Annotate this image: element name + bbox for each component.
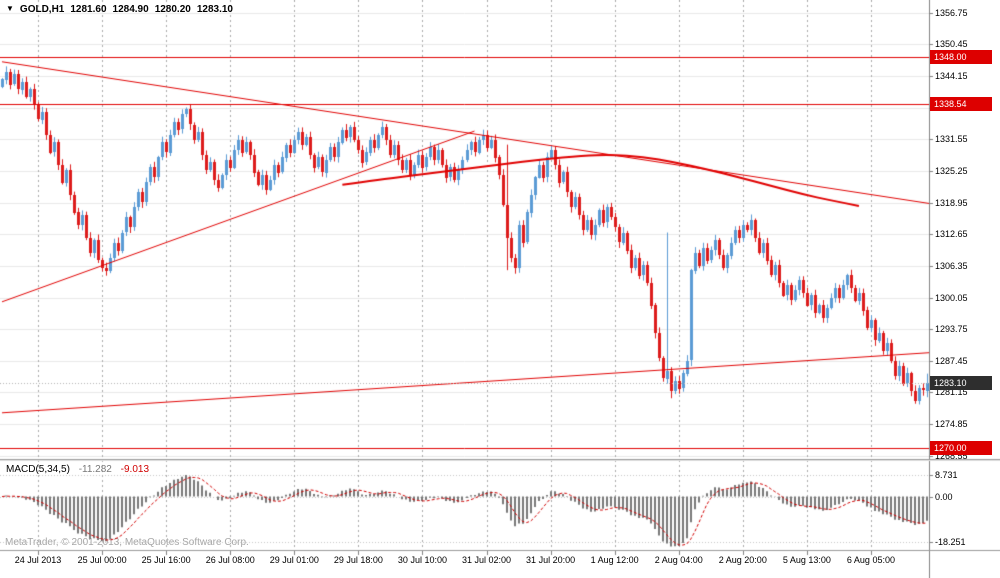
macd-value: -11.282 (78, 464, 112, 475)
panel-splitter[interactable] (0, 457, 1000, 463)
price-axis-label: 1344.15 (935, 71, 968, 82)
time-axis-label: 2 Aug 20:00 (718, 555, 767, 565)
macd-indicator-caption: MACD(5,34,5) -11.282 -9.013 (6, 464, 149, 475)
price-axis-label: 1318.95 (935, 197, 968, 208)
price-axis-label: 1293.75 (935, 324, 968, 335)
symbol-marker-icon: ▼ (6, 3, 14, 13)
quote-line: ▼ GOLD,H1 1281.60 1284.90 1280.20 1283.1… (6, 4, 233, 15)
time-axis[interactable]: 24 Jul 2013 25 Jul 00:00 25 Jul 16:00 26 Ju… (0, 551, 929, 578)
price-tag-1283.10: 1283.10 (930, 375, 992, 390)
quote-open: 1281.60 (70, 4, 107, 15)
time-axis-label: 30 Jul 10:00 (397, 555, 447, 565)
price-axis-label: 1306.35 (935, 260, 968, 271)
time-axis-label: 25 Jul 16:00 (141, 555, 191, 565)
macd-signal-value: -9.013 (120, 464, 150, 475)
quote-close: 1283.10 (196, 4, 233, 15)
macd-axis-label: 0.00 (935, 491, 953, 502)
time-axis-label: 24 Jul 2013 (14, 555, 62, 565)
quote-low: 1280.20 (154, 4, 191, 15)
price-axis-label: 1274.85 (935, 419, 968, 430)
price-axis-label: 1268.55 (935, 450, 968, 461)
time-axis-label: 2 Aug 04:00 (654, 555, 703, 565)
time-axis-label: 31 Jul 20:00 (526, 555, 576, 565)
time-axis-label: 31 Jul 02:00 (461, 555, 512, 565)
price-axis-label: 1281.15 (935, 387, 968, 398)
time-axis-label: 29 Jul 18:00 (333, 555, 383, 565)
time-axis-label: 26 Jul 08:00 (205, 555, 255, 565)
price-axis[interactable]: 1356.751350.451344.151337.851331.551325.… (929, 0, 1000, 551)
time-axis-label: 29 Jul 01:00 (269, 555, 319, 565)
price-axis-label: 1325.25 (935, 165, 968, 176)
time-axis-label: 5 Aug 13:00 (782, 555, 831, 565)
macd-name: MACD(5,34,5) (6, 464, 70, 475)
price-tag-1270.00: 1270.00 (930, 441, 992, 456)
symbol-timeframe-label: GOLD,H1 (19, 4, 65, 15)
price-tag-1348.00: 1348.00 (930, 49, 992, 64)
macd-axis-label: 8.731 (935, 469, 958, 480)
price-axis-label: 1356.75 (935, 7, 968, 18)
time-axis-label: 1 Aug 12:00 (590, 555, 639, 565)
macd-axis-label: -18.251 (935, 537, 966, 548)
price-axis-label: 1287.45 (935, 355, 968, 366)
price-axis-label: 1331.55 (935, 134, 968, 145)
quote-high: 1284.90 (112, 4, 149, 15)
price-tag-1338.54: 1338.54 (930, 97, 992, 112)
price-axis-label: 1300.05 (935, 292, 968, 303)
price-axis-label: 1350.45 (935, 39, 968, 50)
time-axis-label: 6 Aug 05:00 (846, 555, 895, 565)
price-axis-label: 1312.65 (935, 229, 968, 240)
time-axis-label: 25 Jul 00:00 (77, 555, 127, 565)
